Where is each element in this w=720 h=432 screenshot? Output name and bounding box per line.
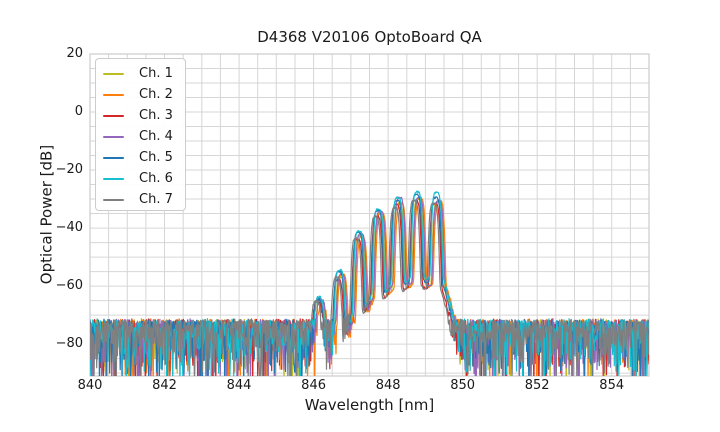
legend: Ch. 1 Ch. 2 Ch. 3 Ch. 4 Ch. 5 Ch. 6 Ch. 7 xyxy=(95,58,186,211)
legend-item-label: Ch. 5 xyxy=(139,150,173,165)
legend-line-swatch xyxy=(103,198,124,201)
y-tick-label: −20 xyxy=(55,162,83,178)
x-tick-label: 850 xyxy=(450,378,476,393)
legend-line-swatch xyxy=(103,114,124,117)
plot-frame xyxy=(89,53,650,377)
series-line-ch-7 xyxy=(90,199,649,376)
legend-item: Ch. 1 xyxy=(96,63,185,84)
legend-item: Ch. 3 xyxy=(96,105,185,126)
x-axis-label: Wavelength [nm] xyxy=(304,396,435,414)
legend-item-label: Ch. 6 xyxy=(139,171,173,186)
legend-item-label: Ch. 7 xyxy=(139,192,173,207)
legend-line-swatch xyxy=(103,72,124,75)
legend-item: Ch. 7 xyxy=(96,189,185,210)
x-tick-label: 846 xyxy=(301,378,326,393)
legend-line-swatch xyxy=(103,177,124,180)
y-tick-label: −80 xyxy=(55,336,83,352)
legend-item-label: Ch. 1 xyxy=(139,66,173,81)
x-tick-label: 842 xyxy=(152,378,177,393)
y-tick-label: −40 xyxy=(55,220,83,236)
legend-item: Ch. 4 xyxy=(96,126,185,147)
legend-line-swatch xyxy=(103,135,124,138)
x-tick-label: 848 xyxy=(375,378,401,393)
chart-title: D4368 V20106 OptoBoard QA xyxy=(257,28,482,46)
x-tick-label: 844 xyxy=(226,378,252,393)
x-tick-label: 840 xyxy=(77,378,103,393)
legend-item: Ch. 5 xyxy=(96,147,185,168)
legend-item: Ch. 2 xyxy=(96,84,185,105)
legend-line-swatch xyxy=(103,93,124,96)
legend-item-label: Ch. 3 xyxy=(139,108,173,123)
legend-item-label: Ch. 4 xyxy=(139,129,173,144)
x-tick-label: 854 xyxy=(599,378,625,393)
legend-line-swatch xyxy=(103,156,124,159)
legend-item: Ch. 6 xyxy=(96,168,185,189)
x-tick-label: 852 xyxy=(524,378,550,393)
y-tick-label: 20 xyxy=(66,46,83,61)
y-tick-label: −60 xyxy=(55,278,83,294)
legend-item-label: Ch. 2 xyxy=(139,87,173,102)
series-traces xyxy=(90,190,649,376)
y-tick-label: 0 xyxy=(74,104,83,120)
